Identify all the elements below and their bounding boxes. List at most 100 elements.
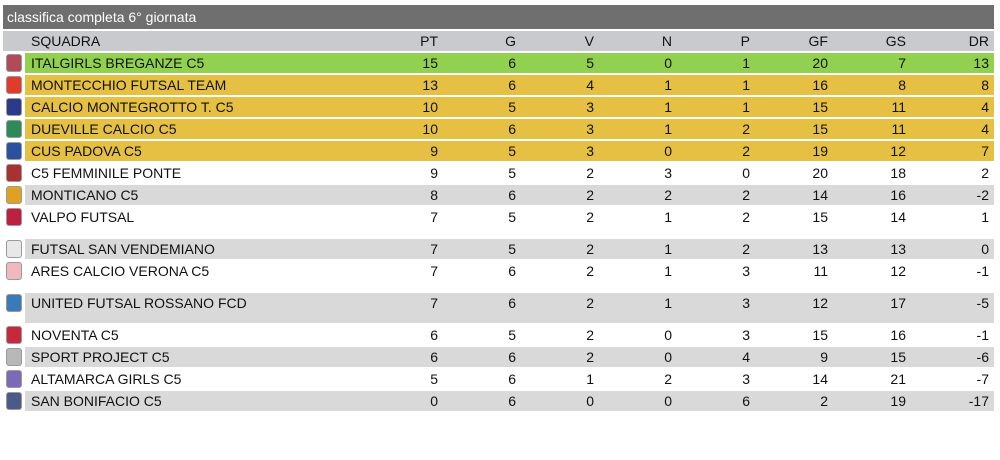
table-row: SAN BONIFACIO C5 0 6 0 0 6 2 19 -17 (3, 391, 994, 411)
stat-n: 2 (599, 185, 677, 205)
team-name[interactable]: CALCIO MONTEGROTTO T. C5 (25, 97, 365, 117)
stat-p: 3 (677, 261, 755, 291)
stat-g: 5 (443, 207, 521, 237)
stat-gs: 14 (833, 207, 911, 237)
team-crest-icon (6, 348, 22, 366)
stat-gs: 17 (833, 293, 911, 323)
stat-gf: 9 (755, 347, 833, 367)
stat-dr: -7 (911, 369, 994, 389)
stat-gs: 13 (833, 239, 911, 259)
team-name[interactable]: ARES CALCIO VERONA C5 (25, 261, 365, 291)
stat-n: 1 (599, 97, 677, 117)
stat-p: 1 (677, 53, 755, 73)
stat-dr: 7 (911, 141, 994, 161)
stat-dr: 13 (911, 53, 994, 73)
team-crest-icon (6, 208, 22, 226)
stat-dr: 4 (911, 119, 994, 139)
team-logo-cell (3, 347, 25, 367)
stat-p: 2 (677, 185, 755, 205)
team-name[interactable]: FUTSAL SAN VENDEMIANO (25, 239, 365, 259)
stat-g: 5 (443, 163, 521, 183)
stat-g: 6 (443, 391, 521, 411)
stat-gf: 12 (755, 293, 833, 323)
stat-gf: 15 (755, 97, 833, 117)
team-logo-cell (3, 185, 25, 205)
table-row: C5 FEMMINILE PONTE 9 5 2 3 0 20 18 2 (3, 163, 994, 183)
stat-v: 5 (521, 53, 599, 73)
team-name[interactable]: SPORT PROJECT C5 (25, 347, 365, 367)
stat-gs: 15 (833, 347, 911, 367)
team-crest-icon (6, 120, 22, 138)
stat-gf: 11 (755, 261, 833, 291)
stat-gs: 21 (833, 369, 911, 389)
stat-gf: 19 (755, 141, 833, 161)
stat-n: 0 (599, 391, 677, 411)
stat-pt: 13 (365, 75, 443, 95)
team-crest-icon (6, 54, 22, 72)
stat-pt: 10 (365, 119, 443, 139)
table-row: ARES CALCIO VERONA C5 7 6 2 1 3 11 12 -1 (3, 261, 994, 291)
stat-pt: 9 (365, 163, 443, 183)
stat-pt: 10 (365, 97, 443, 117)
stat-gf: 14 (755, 185, 833, 205)
stat-p: 3 (677, 369, 755, 389)
team-name[interactable]: ITALGIRLS BREGANZE C5 (25, 53, 365, 73)
stat-v: 2 (521, 261, 599, 291)
stat-g: 5 (443, 97, 521, 117)
stat-gs: 18 (833, 163, 911, 183)
stat-v: 2 (521, 325, 599, 345)
stat-v: 4 (521, 75, 599, 95)
team-name[interactable]: SAN BONIFACIO C5 (25, 391, 365, 411)
stat-dr: -5 (911, 293, 994, 323)
team-name[interactable]: MONTECCHIO FUTSAL TEAM (25, 75, 365, 95)
stat-g: 5 (443, 325, 521, 345)
stat-gf: 16 (755, 75, 833, 95)
team-crest-icon (6, 164, 22, 182)
stat-pt: 6 (365, 325, 443, 345)
stat-gs: 8 (833, 75, 911, 95)
team-logo-cell (3, 261, 25, 291)
team-name[interactable]: CUS PADOVA C5 (25, 141, 365, 161)
stat-gf: 20 (755, 163, 833, 183)
table-row: UNITED FUTSAL ROSSANO FCD 7 6 2 1 3 12 17 -5 (3, 293, 994, 323)
stat-dr: -6 (911, 347, 994, 367)
team-logo-cell (3, 239, 25, 259)
standings-table: SQUADRA PT G V N P GF GS DR ITALGIRLS BR… (3, 29, 994, 413)
team-name[interactable]: MONTICANO C5 (25, 185, 365, 205)
team-name[interactable]: NOVENTA C5 (25, 325, 365, 345)
stat-gs: 16 (833, 325, 911, 345)
stat-dr: 8 (911, 75, 994, 95)
team-crest-icon (6, 142, 22, 160)
team-name[interactable]: UNITED FUTSAL ROSSANO FCD (25, 293, 365, 323)
team-logo-cell (3, 391, 25, 411)
stat-pt: 15 (365, 53, 443, 73)
team-name[interactable]: C5 FEMMINILE PONTE (25, 163, 365, 183)
table-row: FUTSAL SAN VENDEMIANO 7 5 2 1 2 13 13 0 (3, 239, 994, 259)
team-name[interactable]: VALPO FUTSAL (25, 207, 365, 237)
table-row: ITALGIRLS BREGANZE C5 15 6 5 0 1 20 7 13 (3, 53, 994, 73)
stat-g: 6 (443, 347, 521, 367)
stat-v: 3 (521, 97, 599, 117)
stat-dr: 2 (911, 163, 994, 183)
team-name[interactable]: DUEVILLE CALCIO C5 (25, 119, 365, 139)
header-n: N (599, 31, 677, 51)
stat-pt: 7 (365, 293, 443, 323)
header-dr: DR (911, 31, 994, 51)
team-crest-icon (6, 392, 22, 410)
stat-v: 1 (521, 369, 599, 389)
stat-gs: 12 (833, 261, 911, 291)
table-row: CALCIO MONTEGROTTO T. C5 10 5 3 1 1 15 11 4 (3, 97, 994, 117)
stat-p: 1 (677, 75, 755, 95)
team-crest-icon (6, 370, 22, 388)
team-crest-icon (6, 262, 22, 280)
header-gf: GF (755, 31, 833, 51)
stat-n: 1 (599, 207, 677, 237)
header-pt: PT (365, 31, 443, 51)
stat-p: 2 (677, 119, 755, 139)
stat-v: 2 (521, 207, 599, 237)
team-crest-icon (6, 186, 22, 204)
stat-pt: 9 (365, 141, 443, 161)
team-name[interactable]: ALTAMARCA GIRLS C5 (25, 369, 365, 389)
header-logo-cell (3, 31, 25, 51)
